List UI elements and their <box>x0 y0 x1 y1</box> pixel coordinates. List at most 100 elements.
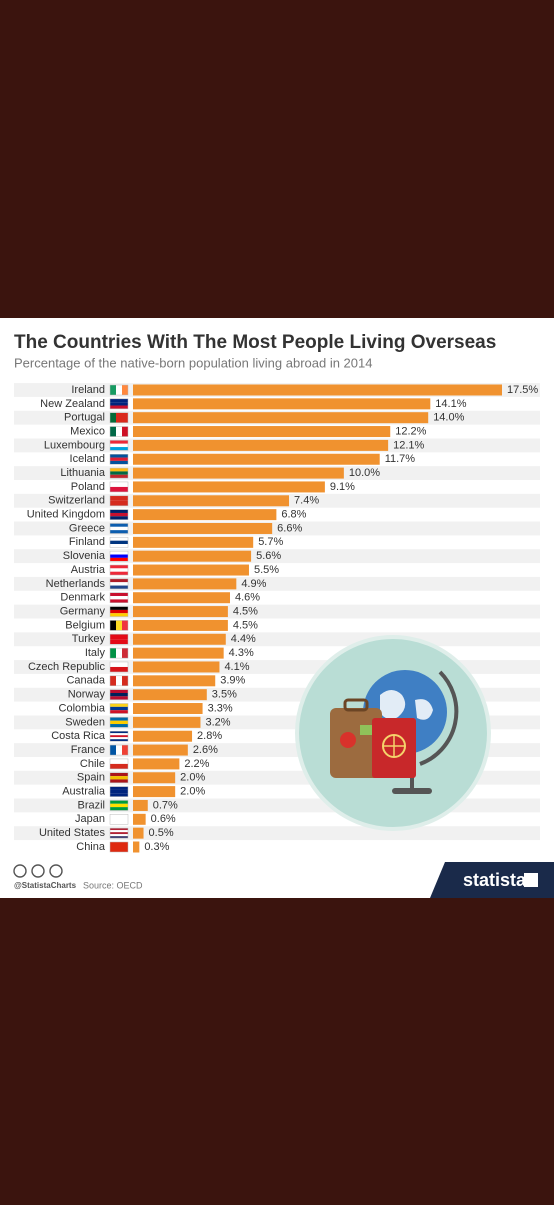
flag-stripe <box>110 443 128 448</box>
y-tick-label: Czech Republic <box>28 661 106 673</box>
y-tick-label: Costa Rica <box>51 730 106 742</box>
flag-stripe <box>110 495 128 501</box>
flag-border <box>109 412 129 423</box>
y-tick-label: Canada <box>66 675 105 687</box>
flag <box>109 523 129 534</box>
y-tick-label: Japan <box>75 813 105 825</box>
flag-border <box>109 592 129 603</box>
y-tick-label: Lithuania <box>60 467 106 479</box>
flag-stripe <box>110 706 128 711</box>
flag <box>109 398 129 410</box>
flag <box>109 730 129 742</box>
rows: Ireland 17.5% New Zealand 14.1% Portugal 14.0… <box>14 383 540 853</box>
bar <box>133 522 273 534</box>
flag <box>109 786 129 797</box>
flag-stripe <box>110 613 128 617</box>
y-tick-label: Australia <box>62 786 106 798</box>
flag <box>109 800 129 811</box>
bar <box>133 799 148 811</box>
value-label: 4.1% <box>224 661 249 673</box>
value-label: 4.5% <box>233 605 258 617</box>
flag-stripe <box>110 832 128 835</box>
flag-stripe <box>110 551 128 555</box>
flag <box>109 592 129 603</box>
cc-icons <box>13 864 63 878</box>
flag-stripe <box>110 402 128 406</box>
value-label: 11.7% <box>385 453 416 465</box>
y-tick-label: Norway <box>68 689 106 701</box>
value-label: 5.5% <box>254 564 279 576</box>
bar <box>133 841 140 853</box>
y-tick-label: Ireland <box>71 384 105 396</box>
flag-border <box>109 550 129 562</box>
flag <box>109 814 129 825</box>
value-label: 0.7% <box>153 799 178 811</box>
flag-stripe <box>110 661 128 667</box>
flag-border <box>109 827 129 839</box>
flag-stripe <box>122 675 128 686</box>
flag-stripe <box>110 807 128 811</box>
bar <box>133 689 207 701</box>
y-tick-label: France <box>71 744 105 756</box>
flag-border <box>109 800 129 811</box>
flag-stripe <box>110 776 128 780</box>
flag-border <box>109 537 129 548</box>
bar <box>133 813 146 825</box>
flag-stripe <box>122 412 128 423</box>
flag-border <box>109 495 129 507</box>
flag-stripe <box>110 599 128 603</box>
flag-stripe <box>110 836 128 839</box>
flag-border <box>109 467 129 479</box>
flag-stripe <box>110 596 128 600</box>
bar <box>133 439 389 451</box>
flag-border <box>109 675 129 687</box>
y-tick-label: Switzerland <box>48 495 105 507</box>
flag-stripe <box>110 779 128 783</box>
flag-border <box>109 772 129 784</box>
bar <box>133 453 380 465</box>
flag <box>109 578 129 590</box>
flag <box>109 675 129 687</box>
flag-stripe <box>110 847 128 852</box>
bar <box>133 426 391 438</box>
flag-border <box>109 744 129 756</box>
flag-stripe <box>110 717 128 721</box>
flag <box>109 550 129 562</box>
y-tick-label: Belgium <box>65 619 105 631</box>
flag-border <box>109 384 129 396</box>
value-label: 4.4% <box>231 633 256 645</box>
flag-stripe <box>110 834 128 837</box>
value-label: 5.7% <box>258 536 283 548</box>
bar <box>133 509 277 521</box>
y-tick-label: Slovenia <box>63 550 106 562</box>
flag <box>109 717 129 728</box>
flag-border <box>109 620 129 631</box>
flag-stripe <box>110 571 128 576</box>
y-tick-label: Colombia <box>59 702 106 714</box>
flag-stripe <box>110 578 128 583</box>
bar <box>133 744 188 756</box>
flag <box>109 841 129 853</box>
y-tick-label: Italy <box>85 647 106 659</box>
flag <box>109 647 129 659</box>
value-label: 2.6% <box>193 744 218 756</box>
flag-border <box>109 481 129 493</box>
y-tick-label: Finland <box>69 536 105 548</box>
flag-border <box>109 661 129 673</box>
bar <box>133 633 226 645</box>
flag <box>109 537 129 548</box>
y-tick-label: Sweden <box>65 716 105 728</box>
flag-stripe <box>110 693 128 697</box>
bar <box>133 675 216 687</box>
bar <box>133 772 176 784</box>
flag <box>109 772 129 784</box>
flag-stripe <box>110 830 128 833</box>
illustration <box>295 635 491 831</box>
flag-stripe <box>110 486 128 492</box>
flag-stripe <box>110 710 128 714</box>
value-label: 2.8% <box>197 730 222 742</box>
flag-stripe <box>122 620 128 631</box>
flag-stripe <box>110 512 128 517</box>
flag-stripe <box>116 426 122 437</box>
